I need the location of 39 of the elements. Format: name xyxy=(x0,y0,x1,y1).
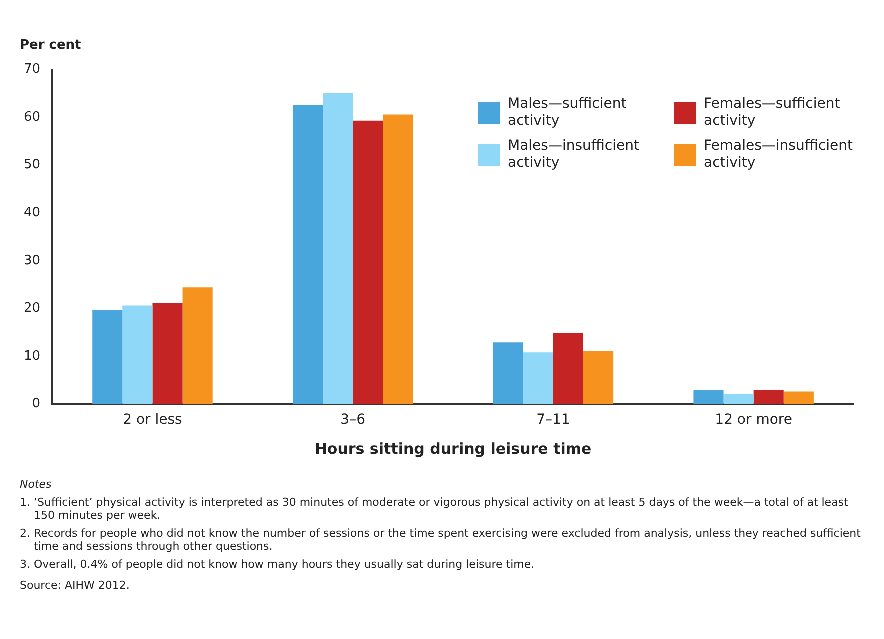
x-tick-label: 2 or less xyxy=(123,412,182,428)
bar xyxy=(784,392,814,404)
bar xyxy=(152,303,183,404)
text: 3. Overall, 0.4% of people did not know how many hours they usually sat during leisure time. xyxy=(20,558,536,571)
x-axis-title: Hours sitting during leisure time xyxy=(314,440,592,458)
y-tick-label: 20 xyxy=(24,301,41,316)
bar xyxy=(292,105,324,404)
bar xyxy=(754,390,784,404)
bar xyxy=(584,351,614,404)
x-tick-label: 7–11 xyxy=(536,412,570,428)
y-axis-title: Per cent xyxy=(20,38,82,53)
bar xyxy=(122,306,153,404)
y-tick-label: 10 xyxy=(24,348,41,364)
y-tick-label: 0 xyxy=(32,396,41,412)
y-tick-label: 50 xyxy=(24,158,41,173)
text: 2. Records for people who did not know the number of sessions or the time spent exercising were excluded from analysis, unless they reached sufficient time and sessions through other questions. xyxy=(20,527,862,553)
x-tick-label: 12 or more xyxy=(715,412,792,428)
text: Notes xyxy=(20,478,53,491)
bar xyxy=(383,114,414,404)
bar xyxy=(724,394,754,404)
bar xyxy=(353,120,384,404)
text: 1. ‘Sufficient’ physical activity is interpreted as 30 minutes of moderate or vigorous physical activity on at least 5 days of the week—a total of at least 150 minutes per week. xyxy=(20,496,850,522)
legend-label: Males—insufficient activity xyxy=(508,138,640,172)
bar xyxy=(92,310,123,404)
x-tick-label: 3–6 xyxy=(340,412,366,428)
y-tick-label: 30 xyxy=(24,253,41,268)
source-note: Source: AIHW 2012. xyxy=(20,579,131,592)
y-tick-label: 40 xyxy=(24,205,41,220)
bar xyxy=(182,288,213,404)
bar xyxy=(694,390,724,404)
legend-label: Males—sufficient activity xyxy=(508,96,628,130)
legend-label: Females—insufficient activity xyxy=(704,138,854,172)
y-tick-label: 60 xyxy=(24,110,41,125)
bar xyxy=(553,333,584,404)
y-tick-label: 70 xyxy=(24,62,41,78)
bar xyxy=(493,342,524,404)
legend-label: Females—sufficient activity xyxy=(704,96,842,130)
bar xyxy=(523,352,554,404)
bar xyxy=(323,93,354,404)
